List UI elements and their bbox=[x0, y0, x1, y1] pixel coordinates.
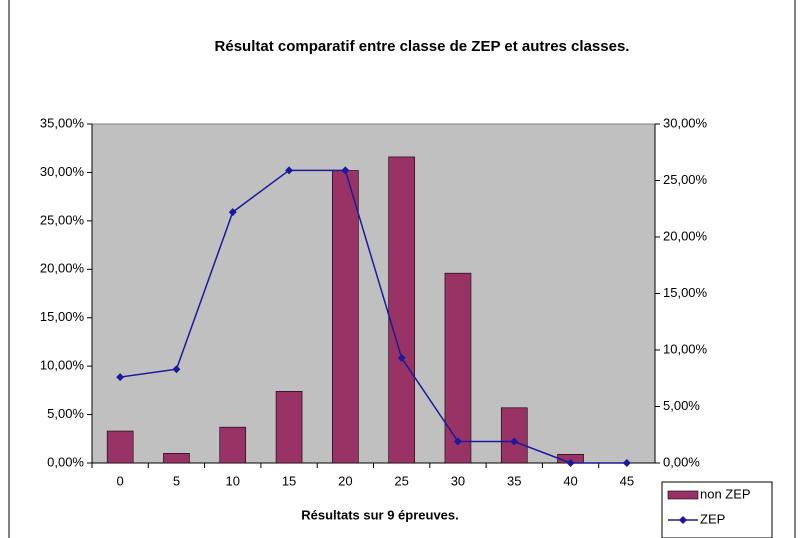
legend-swatch bbox=[667, 490, 699, 500]
y2-tick-label: 5,00% bbox=[663, 398, 700, 413]
x-tick-label: 0 bbox=[117, 473, 124, 488]
y-tick-label: 35,00% bbox=[40, 115, 85, 130]
bar bbox=[106, 430, 134, 464]
x-tick-label: 30 bbox=[451, 473, 465, 488]
point bbox=[172, 365, 181, 374]
point bbox=[622, 459, 631, 467]
y-tick-label: 5,00% bbox=[47, 406, 84, 421]
line bbox=[120, 169, 627, 464]
y-tick-label: 0,00% bbox=[47, 454, 84, 469]
x-tick-label: 45 bbox=[620, 473, 634, 488]
y2-tick-label: 10,00% bbox=[663, 341, 708, 356]
plot-area bbox=[91, 123, 656, 464]
bar bbox=[163, 453, 190, 464]
point bbox=[397, 353, 406, 362]
chart-title: Résultat comparatif entre classe de ZEP … bbox=[215, 38, 630, 55]
x-axis-label: Résultats sur 9 épreuves. bbox=[301, 507, 459, 522]
x-tick-label: 25 bbox=[394, 473, 408, 488]
y-tick-label: 25,00% bbox=[40, 212, 85, 227]
x-tick-label: 15 bbox=[282, 473, 296, 488]
bar bbox=[219, 426, 247, 464]
x-tick-label: 10 bbox=[226, 473, 240, 488]
bar bbox=[388, 156, 415, 464]
point bbox=[341, 166, 350, 175]
y2-tick-label: 20,00% bbox=[663, 228, 708, 243]
point bbox=[566, 459, 575, 467]
y-tick-label: 20,00% bbox=[40, 261, 85, 276]
x-tick-label: 5 bbox=[173, 473, 180, 488]
y2-tick-label: 25,00% bbox=[663, 172, 708, 187]
bar bbox=[332, 170, 359, 464]
y2-tick-label: 30,00% bbox=[663, 115, 708, 130]
legend-swatch bbox=[679, 516, 687, 524]
y2-tick-label: 15,00% bbox=[663, 285, 708, 300]
bar bbox=[275, 391, 303, 464]
legend-label: non ZEP bbox=[700, 486, 751, 501]
point bbox=[453, 437, 462, 446]
y-tick-label: 30,00% bbox=[40, 164, 85, 179]
x-tick-label: 35 bbox=[507, 473, 521, 488]
point bbox=[285, 166, 294, 175]
legend-label: ZEP bbox=[700, 511, 725, 526]
point bbox=[510, 437, 519, 446]
point bbox=[116, 373, 125, 382]
x-tick-label: 20 bbox=[338, 473, 352, 488]
y-tick-label: 10,00% bbox=[40, 358, 85, 373]
y-tick-label: 15,00% bbox=[40, 309, 85, 324]
y2-tick-label: 0,00% bbox=[663, 454, 700, 469]
bar bbox=[444, 272, 472, 464]
bar bbox=[500, 407, 528, 464]
point bbox=[228, 208, 237, 217]
x-tick-label: 40 bbox=[563, 473, 577, 488]
